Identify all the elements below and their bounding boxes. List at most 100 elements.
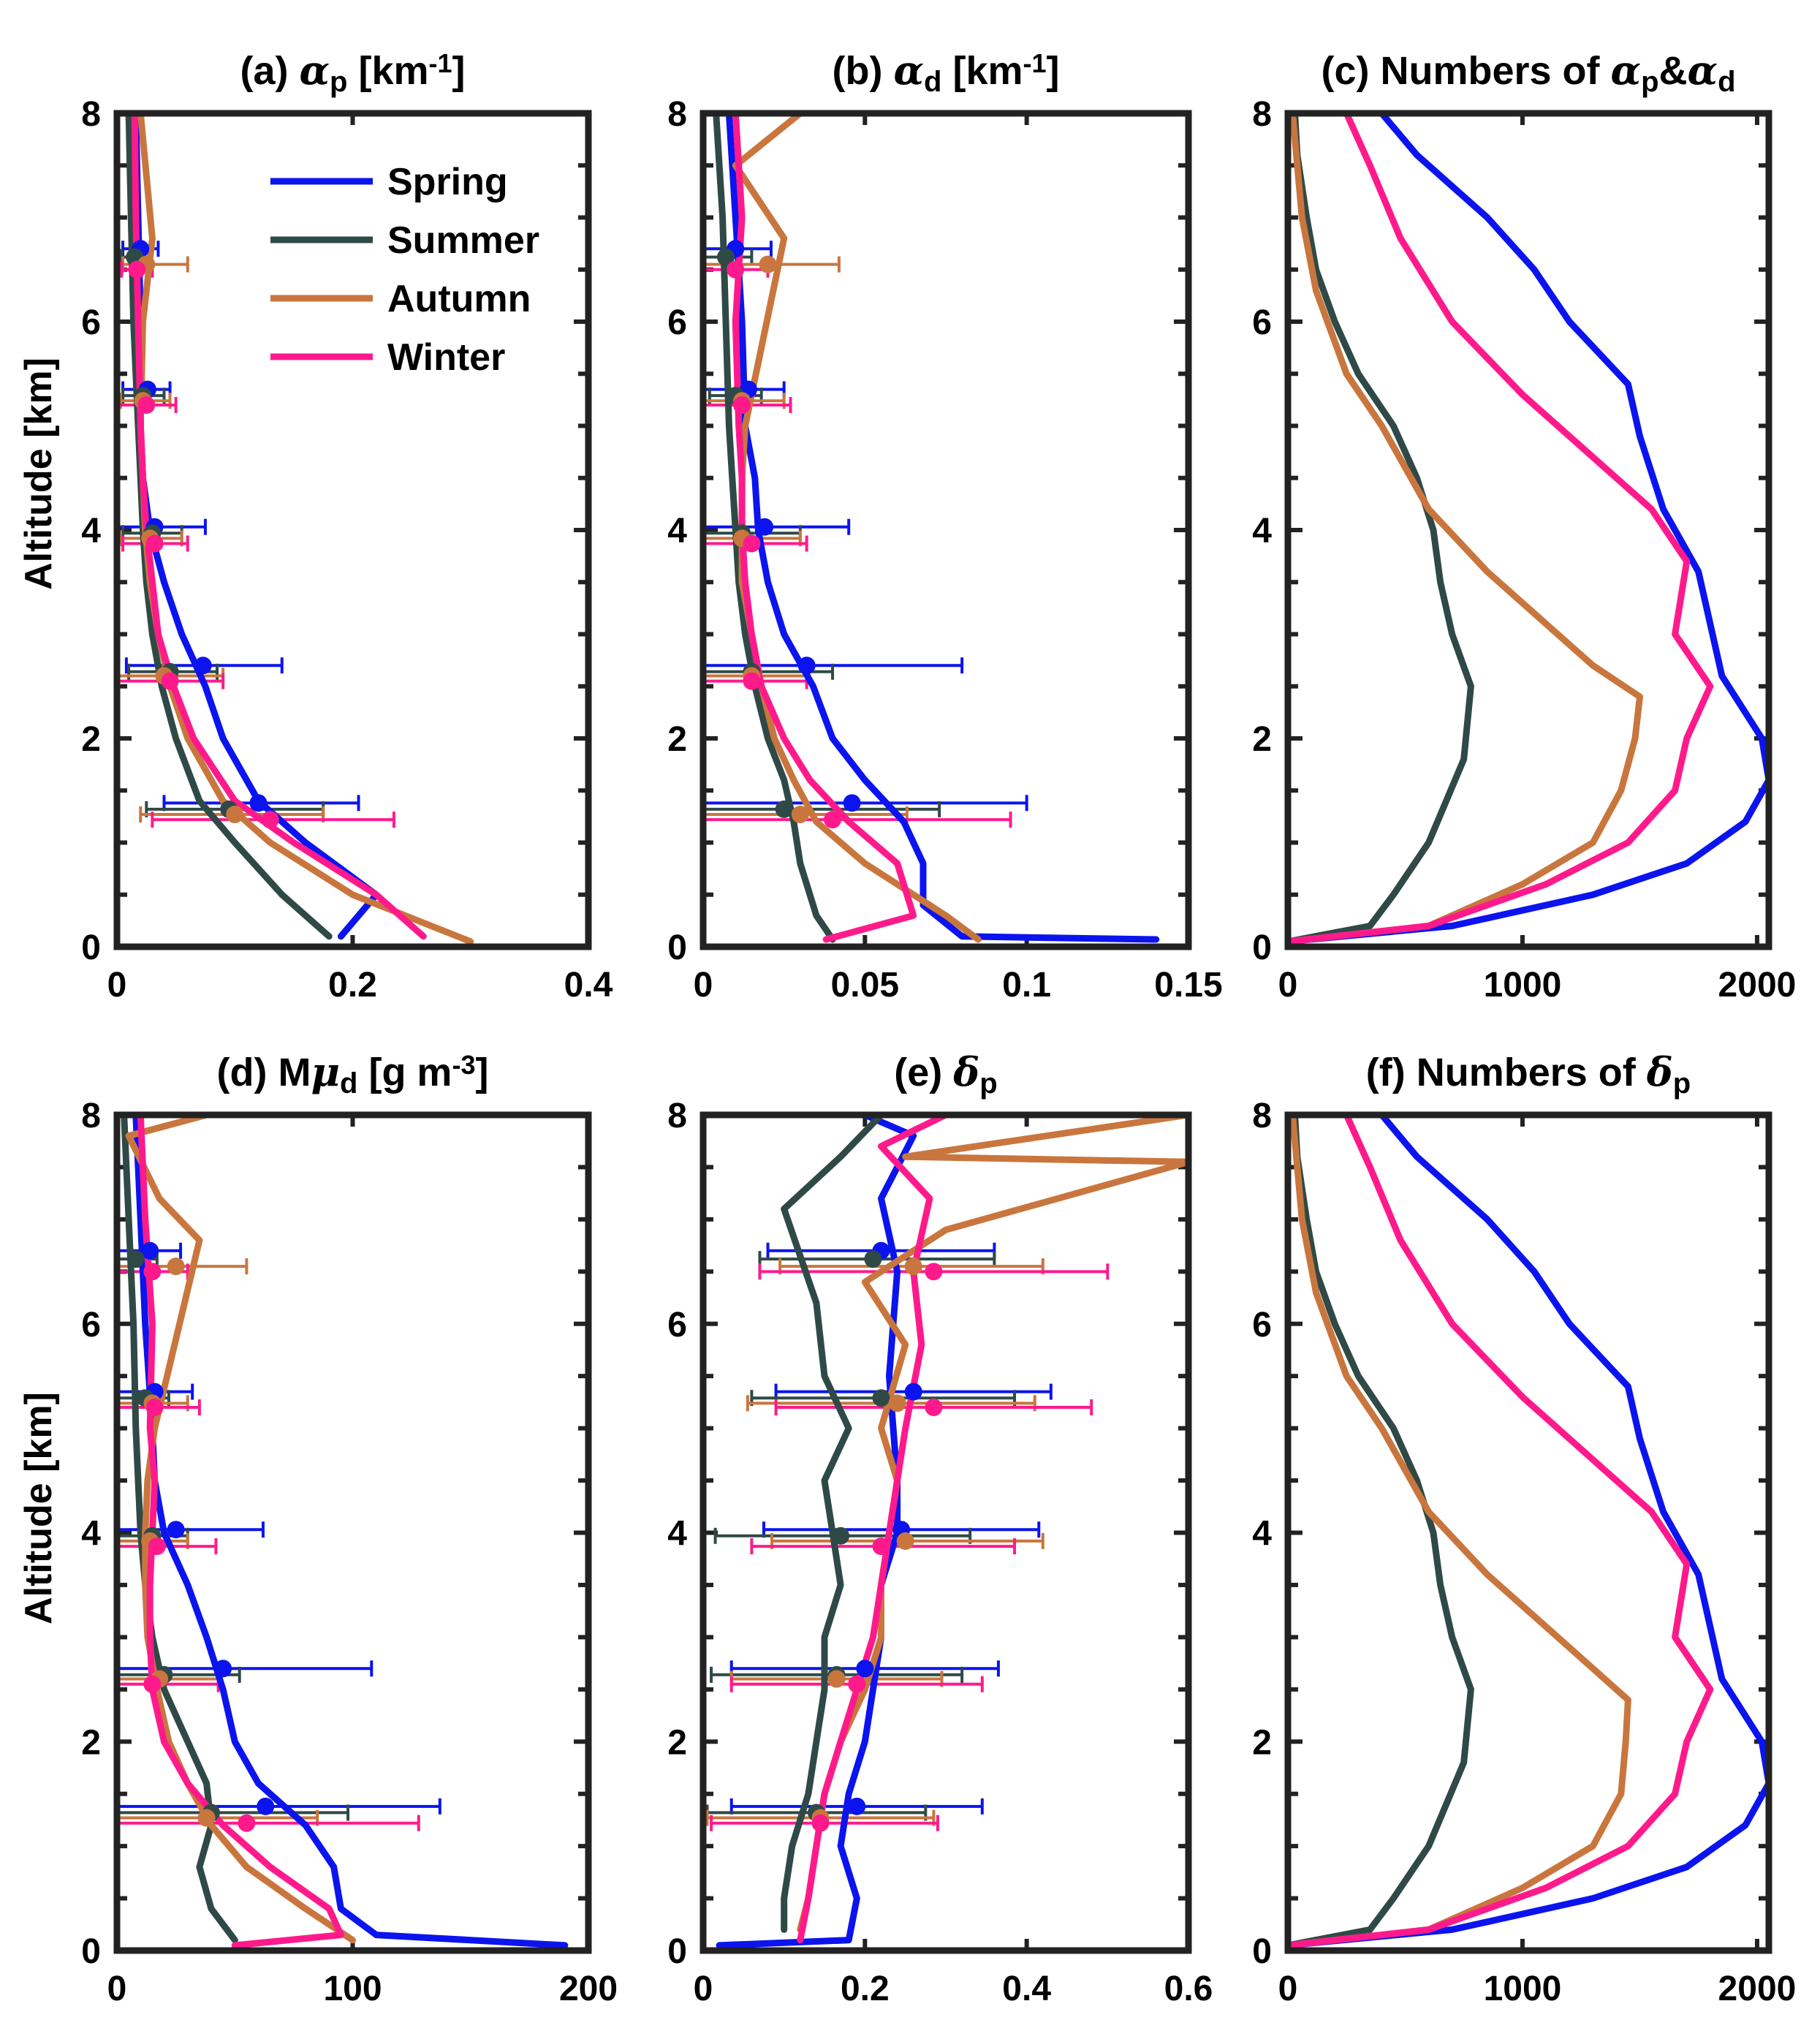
y-tick-label: 6 bbox=[81, 1306, 101, 1344]
mean-marker-autumn bbox=[759, 255, 777, 273]
legend-label-winter: Winter bbox=[387, 336, 505, 379]
panel-c: (c) Numbers of αp&αd 0 1000 2000 0 2 4 6 8 bbox=[1252, 47, 1796, 1005]
mean-marker-autumn bbox=[896, 1532, 914, 1550]
x-tick-label: 0 bbox=[694, 1970, 713, 2008]
series-line-autumn bbox=[1288, 1115, 1631, 1949]
mean-marker-autumn bbox=[904, 1257, 922, 1276]
y-tick-label: 6 bbox=[1252, 303, 1272, 342]
mean-marker-winter bbox=[143, 1675, 162, 1693]
series-line-autumn bbox=[1288, 113, 1643, 945]
mean-marker-summer bbox=[832, 1527, 850, 1545]
mean-marker-winter bbox=[872, 1537, 890, 1556]
panel-c-frame bbox=[1284, 110, 1772, 950]
series-line-winter bbox=[131, 113, 427, 940]
y-tick-label: 0 bbox=[667, 928, 687, 967]
panel-b-plot-area bbox=[703, 113, 1160, 943]
x-tick-label: 0 bbox=[1278, 966, 1298, 1005]
y-tick-label: 4 bbox=[667, 512, 687, 551]
y-tick-label: 0 bbox=[81, 928, 101, 967]
legend-label-summer: Summer bbox=[387, 219, 539, 262]
y-tick-label: 0 bbox=[667, 1932, 687, 1971]
panel-d: (d) Mμd [g m-3] 0 100 200 0 2 4 6 8 bbox=[81, 1048, 618, 2008]
mean-marker-summer bbox=[872, 1389, 890, 1407]
mean-marker-winter bbox=[824, 811, 842, 829]
panel-e-plot-area bbox=[705, 1115, 1188, 1949]
x-tick-label: 0.05 bbox=[831, 966, 899, 1005]
y-tick-label: 8 bbox=[667, 95, 687, 134]
mean-marker-winter bbox=[143, 1263, 162, 1281]
panel-f: (f) Numbers of δp 0 1000 2000 0 2 4 6 8 bbox=[1252, 1048, 1796, 2008]
x-tick-label: 0.2 bbox=[328, 966, 377, 1005]
panel-e-title: (e) δp bbox=[894, 1048, 997, 1100]
legend-label-autumn: Autumn bbox=[387, 278, 531, 320]
y-tick-label: 8 bbox=[667, 1097, 687, 1135]
series-line-winter bbox=[1288, 113, 1714, 945]
mean-marker-winter bbox=[128, 260, 146, 279]
series-line-spring bbox=[725, 113, 1160, 943]
mean-marker-autumn bbox=[827, 1670, 846, 1688]
mean-marker-spring bbox=[141, 1241, 159, 1260]
mean-marker-winter bbox=[727, 260, 745, 279]
series-line-summer bbox=[1288, 113, 1474, 945]
mean-marker-winter bbox=[148, 1537, 166, 1556]
mean-marker-spring bbox=[257, 1797, 275, 1815]
y-tick-label: 2 bbox=[667, 720, 687, 759]
mean-marker-spring bbox=[904, 1382, 922, 1401]
mean-marker-spring bbox=[856, 1660, 874, 1678]
panel-b-title: (b) αd [km-1] bbox=[833, 47, 1060, 98]
mean-marker-autumn bbox=[226, 806, 244, 824]
series-line-summer bbox=[781, 1115, 884, 1933]
series-line-spring bbox=[1288, 1115, 1769, 1949]
panel-d-title: (d) Mμd [g m-3] bbox=[217, 1048, 489, 1100]
y-tick-label: 2 bbox=[81, 1723, 101, 1762]
series-line-winter bbox=[732, 113, 917, 943]
y-tick-label: 4 bbox=[81, 512, 101, 551]
x-tick-label: 0.4 bbox=[1002, 1970, 1051, 2008]
mean-marker-winter bbox=[743, 534, 761, 553]
mean-marker-spring bbox=[797, 657, 816, 675]
mean-marker-winter bbox=[811, 1814, 830, 1832]
x-tick-label: 100 bbox=[323, 1970, 382, 2008]
y-tick-label: 4 bbox=[1252, 1515, 1272, 1554]
panel-f-frame bbox=[1284, 1111, 1772, 1954]
x-tick-label: 0 bbox=[107, 966, 127, 1005]
x-tick-label: 0 bbox=[694, 966, 713, 1005]
mean-marker-summer bbox=[126, 1250, 145, 1268]
mean-marker-winter bbox=[261, 811, 279, 829]
mean-marker-autumn bbox=[197, 1809, 216, 1827]
mean-marker-summer bbox=[716, 248, 735, 266]
x-tick-label: 2000 bbox=[1718, 1970, 1797, 2008]
panel-a: (a) αp [km-1] 0 0.2 0.4 0 2 4 6 8 bbox=[81, 47, 613, 1005]
mean-marker-winter bbox=[137, 396, 156, 414]
mean-marker-winter bbox=[848, 1675, 866, 1693]
series-line-summer bbox=[125, 113, 333, 940]
y-tick-label: 8 bbox=[81, 95, 101, 134]
mean-marker-winter bbox=[733, 396, 751, 414]
mean-marker-summer bbox=[864, 1250, 882, 1268]
panel-d-plot-area bbox=[117, 1115, 569, 1949]
series-line-autumn bbox=[125, 1115, 356, 1944]
mean-marker-winter bbox=[743, 672, 761, 690]
legend: Spring Summer Autumn Winter bbox=[270, 161, 539, 379]
panel-f-plot-area bbox=[1288, 1115, 1769, 1949]
y-tick-label: 4 bbox=[1252, 512, 1272, 551]
y-tick-label: 0 bbox=[1252, 1932, 1272, 1971]
x-tick-label: 0.6 bbox=[1164, 1970, 1213, 2008]
mean-marker-winter bbox=[161, 672, 179, 690]
panel-a-plot-area bbox=[117, 113, 474, 945]
y-tick-label: 6 bbox=[667, 303, 687, 342]
series-line-winter bbox=[137, 1115, 344, 1949]
mean-marker-winter bbox=[925, 1399, 943, 1417]
x-tick-label: 2000 bbox=[1718, 966, 1797, 1005]
y-tick-label: 0 bbox=[81, 1932, 101, 1971]
y-axis-label-bottom: Altitude [km] bbox=[18, 1392, 60, 1624]
y-tick-label: 4 bbox=[81, 1515, 101, 1554]
y-tick-label: 6 bbox=[667, 1306, 687, 1344]
y-tick-label: 6 bbox=[81, 303, 101, 342]
x-tick-label: 0.4 bbox=[564, 966, 613, 1005]
y-tick-label: 2 bbox=[81, 720, 101, 759]
y-tick-label: 2 bbox=[1252, 720, 1272, 759]
